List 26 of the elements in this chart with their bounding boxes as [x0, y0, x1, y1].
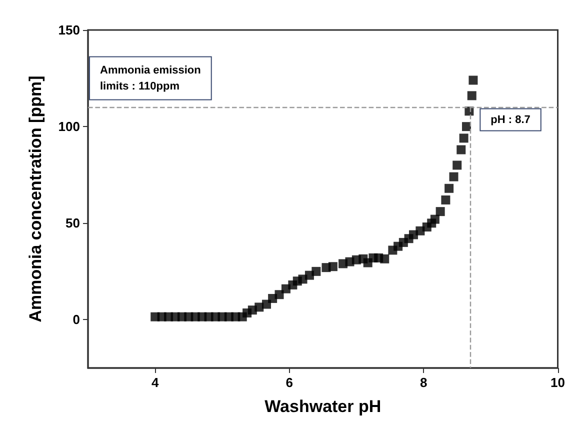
point: [462, 122, 471, 132]
point: [459, 134, 468, 143]
x-tick-label: 6: [286, 375, 293, 390]
point: [452, 160, 462, 170]
point: [456, 145, 466, 154]
x-axis-title: Washwater pH: [264, 397, 382, 416]
y-tick-label: 0: [72, 312, 80, 328]
y-tick-label: 100: [58, 119, 80, 134]
ref-line-label: Ammonia emission limits : 110ppm: [100, 64, 202, 92]
point: [328, 262, 338, 272]
point: [380, 254, 390, 264]
point: [467, 91, 476, 100]
point: [468, 76, 478, 85]
y-axis-title: Ammonia concentration [ppm]: [26, 76, 45, 322]
ref-line-label: pH : 8.7: [490, 114, 530, 126]
y-tick-label: 50: [66, 216, 80, 231]
point: [441, 195, 450, 204]
point: [312, 266, 321, 276]
x-tick-label: 4: [151, 375, 160, 390]
point: [430, 214, 440, 224]
x-tick-label: 10: [550, 375, 566, 390]
point: [449, 172, 458, 182]
point: [444, 184, 454, 193]
y-tick-label: 150: [58, 22, 80, 38]
x-tick-label: 8: [420, 375, 428, 390]
point: [436, 207, 445, 216]
